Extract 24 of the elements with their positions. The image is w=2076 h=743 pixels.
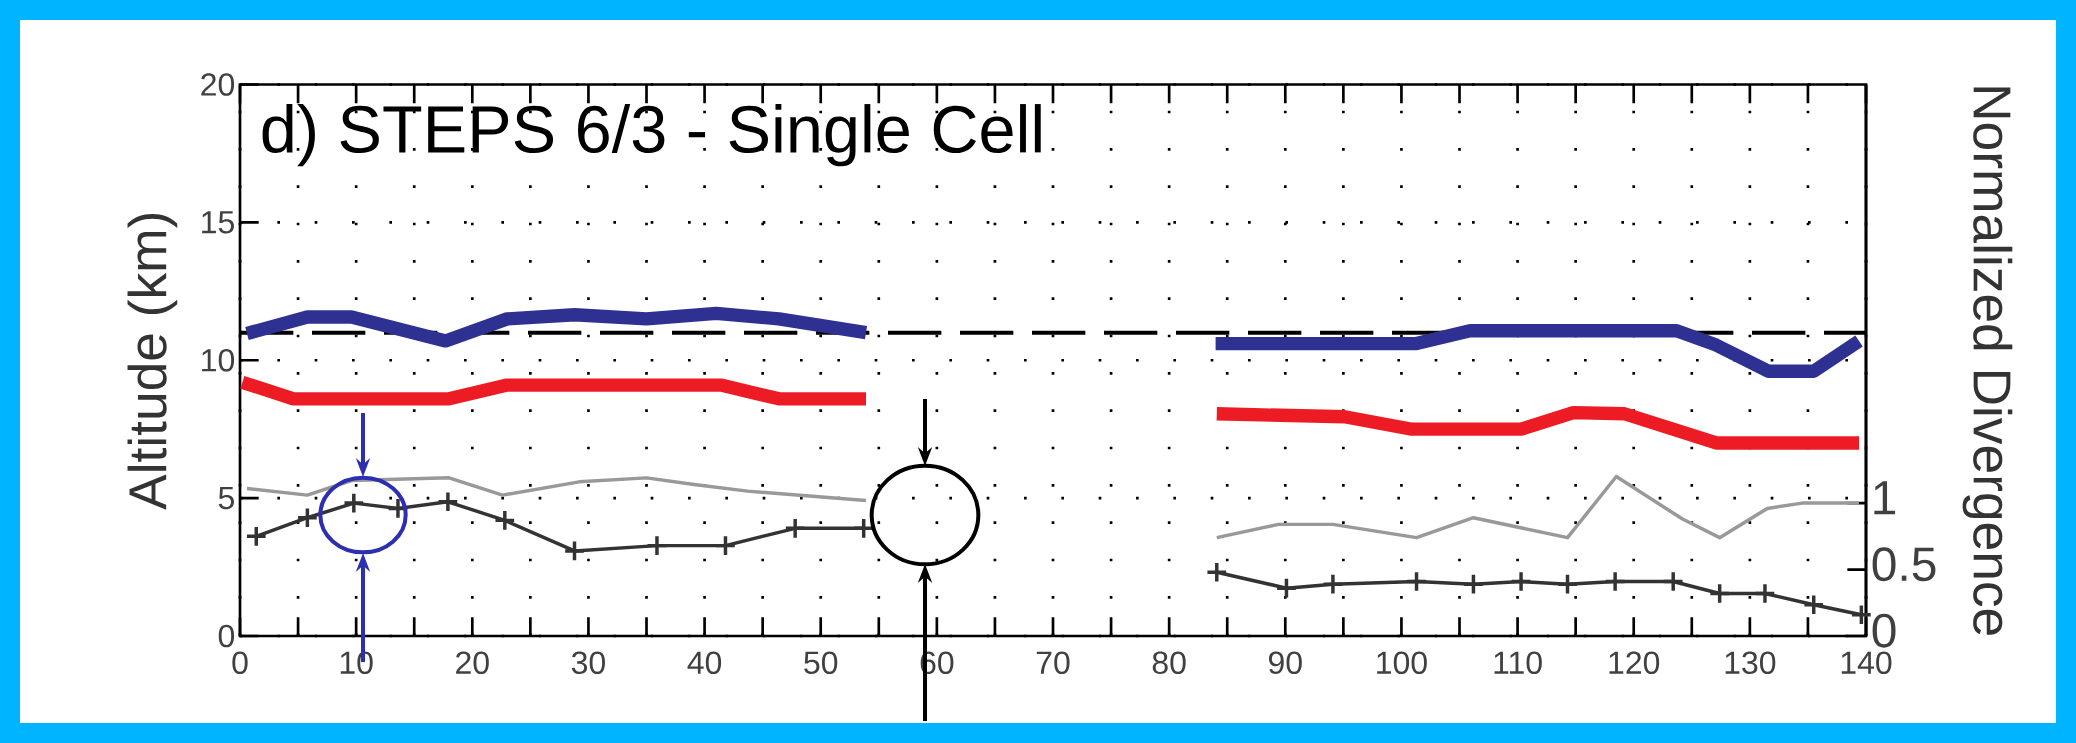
x-tick-label: 80: [1152, 651, 1186, 675]
x-tick-label: 50: [804, 651, 838, 675]
y-axis-title: Altitude (km): [127, 213, 178, 510]
y-tick-label: 10: [202, 348, 235, 372]
x-tick-label: 130: [1725, 651, 1776, 675]
y2-tick-label: 0: [1872, 613, 1896, 648]
y-tick-label: 0: [218, 624, 235, 648]
x-tick-label: 110: [1494, 651, 1542, 675]
y-tick-label: 5: [218, 486, 234, 510]
y2-axis-title: Normalized Divergence: [1962, 87, 2013, 635]
x-tick-label: 40: [687, 651, 722, 675]
x-tick-label: 30: [571, 651, 605, 675]
x-tick-label: 90: [1269, 651, 1302, 675]
x-tick-label: 20: [456, 651, 489, 675]
y2-tick-label: 1: [1874, 481, 1896, 515]
chart-title: d) STEPS 6/3 - Single Cell: [262, 104, 1041, 167]
x-tick-label: 120: [1609, 651, 1660, 675]
x-tick-label: 140: [1841, 651, 1892, 675]
x-tick-label: 100: [1377, 651, 1427, 675]
y-tick-label: 15: [202, 211, 234, 234]
y2-tick-label: 0.5: [1872, 547, 1936, 582]
x-tick-label: 70: [1036, 651, 1070, 675]
x-tick-label: 10: [340, 651, 373, 675]
y-tick-label: 20: [201, 73, 235, 96]
